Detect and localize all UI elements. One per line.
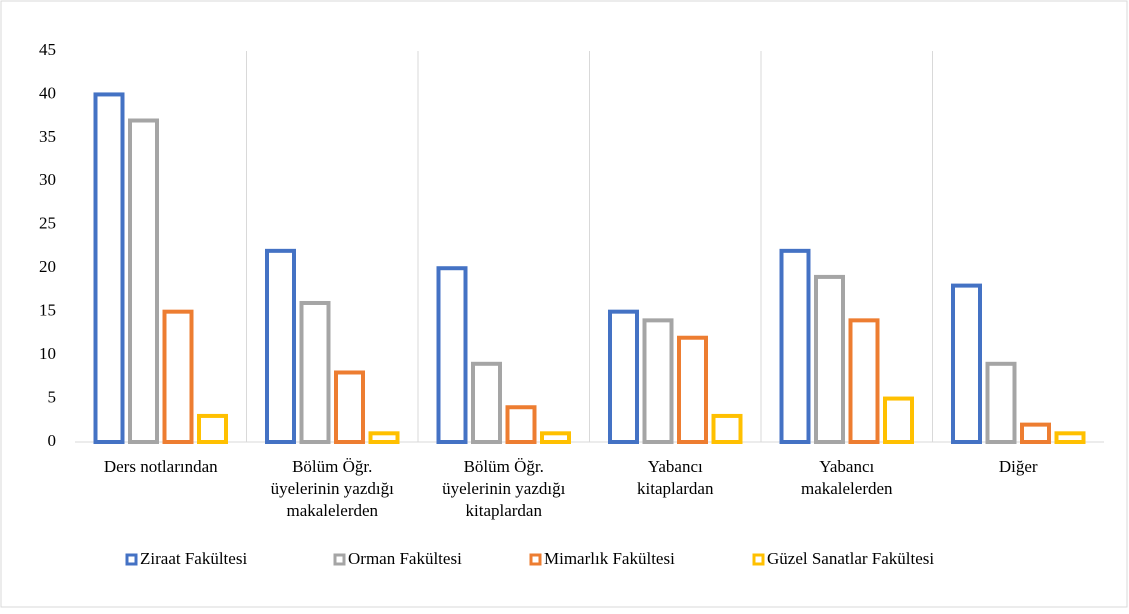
legend-label: Güzel Sanatlar Fakültesi [767,549,934,568]
bar [677,335,708,445]
y-tick-label: 25 [39,214,56,233]
y-tick-label: 45 [39,40,56,59]
y-tick-label: 20 [39,257,56,276]
legend-swatch [333,553,346,566]
x-tick-label: Bölüm Öğr. üyelerinin yazdığı makalelerden [271,457,394,520]
y-tick-label: 40 [39,83,56,102]
x-tick-label: Yabancı makalelerden [801,457,893,498]
legend-swatch [529,553,542,566]
bar [779,248,811,444]
bar [848,318,880,445]
y-tick-label: 35 [39,127,56,146]
y-tick-label: 5 [48,387,57,406]
bar [814,274,845,444]
bar [642,318,674,445]
bar [368,431,400,444]
legend-swatch [125,553,138,566]
x-tick-label: Ders notlarından [104,457,218,476]
y-tick-label: 15 [39,301,56,320]
x-tick-label: Bölüm Öğr. üyelerinin yazdığı kitaplardan [442,457,565,520]
bar [883,396,914,444]
x-tick-label: Yabancı kitaplardan [637,457,714,498]
bar [540,431,571,444]
y-tick-label: 0 [48,431,57,450]
bar [436,266,468,444]
bar [985,361,1017,444]
legend-label: Ziraat Fakültesi [140,549,247,568]
bar [299,300,331,444]
bar [608,309,639,444]
legend-label: Orman Fakültesi [348,549,462,568]
y-tick-label: 30 [39,170,56,189]
bar [265,248,296,444]
bar [1020,422,1051,444]
bar [128,118,159,444]
bar [471,361,502,444]
bar [711,413,743,444]
bar [1054,431,1086,444]
y-tick-label: 10 [39,344,56,363]
bar [951,283,982,444]
bar [334,370,365,444]
bar [162,309,194,444]
bar [93,92,125,444]
bar [197,413,228,444]
legend-label: Mimarlık Fakültesi [544,549,675,568]
x-tick-label: Diğer [999,457,1038,476]
bar [505,405,537,444]
legend-swatch [752,553,765,566]
